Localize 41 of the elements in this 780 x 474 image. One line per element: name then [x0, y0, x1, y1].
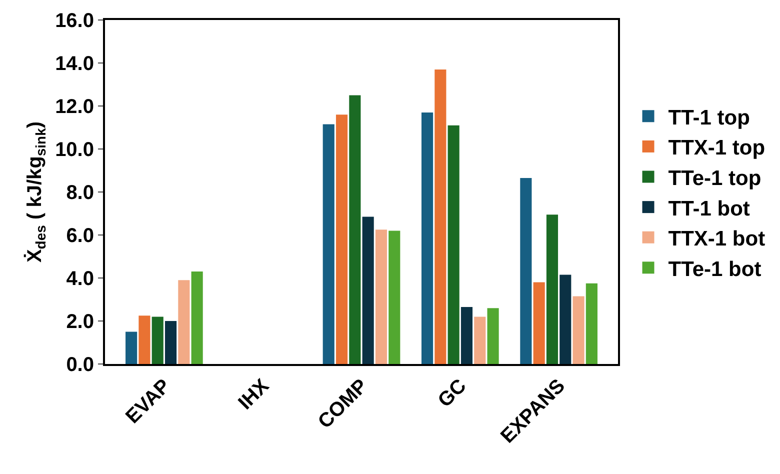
bar: [191, 272, 203, 364]
y-tick-label: 8.0: [66, 182, 94, 204]
bar: [375, 230, 388, 364]
bar: [520, 178, 532, 364]
bar: [388, 230, 400, 364]
bar: [560, 274, 572, 364]
bar: [460, 307, 473, 364]
bar: [434, 69, 446, 364]
bar: [349, 95, 361, 364]
bar: [487, 308, 499, 364]
bar: [152, 316, 164, 364]
y-tick-label: 0.0: [66, 354, 94, 376]
bar: [474, 316, 486, 364]
y-tick-label: 10.0: [55, 139, 94, 161]
bar: [178, 280, 190, 364]
bar: [336, 114, 348, 364]
bar: [572, 296, 584, 364]
legend-label: TTe-1 bot: [668, 258, 762, 281]
y-tick-label: 6.0: [66, 225, 94, 247]
x-tick-label: IHX: [234, 374, 274, 414]
bar: [138, 316, 150, 364]
legend-label: TT-1 top: [668, 106, 750, 130]
legend-label: TT-1 bot: [668, 197, 750, 220]
y-tick-label: 4.0: [66, 268, 94, 290]
legend-label: TTX-1 bot: [668, 228, 766, 251]
y-tick-label: 14.0: [55, 53, 94, 75]
bar: [164, 321, 177, 364]
bar: [533, 282, 545, 364]
bar: [546, 214, 558, 364]
y-tick-label: 12.0: [55, 96, 94, 118]
y-tick-label: 2.0: [66, 311, 94, 333]
y-tick-label: 16.0: [55, 10, 94, 32]
legend-label: TTX-1 top: [668, 136, 766, 160]
bar: [126, 332, 138, 364]
x-tick-label: GC: [434, 375, 471, 412]
bar: [362, 216, 374, 364]
bar: [448, 125, 460, 364]
legend-label: TTe-1 top: [668, 166, 762, 190]
bar: [421, 112, 434, 364]
bar: [322, 124, 334, 364]
bar: [586, 283, 598, 364]
